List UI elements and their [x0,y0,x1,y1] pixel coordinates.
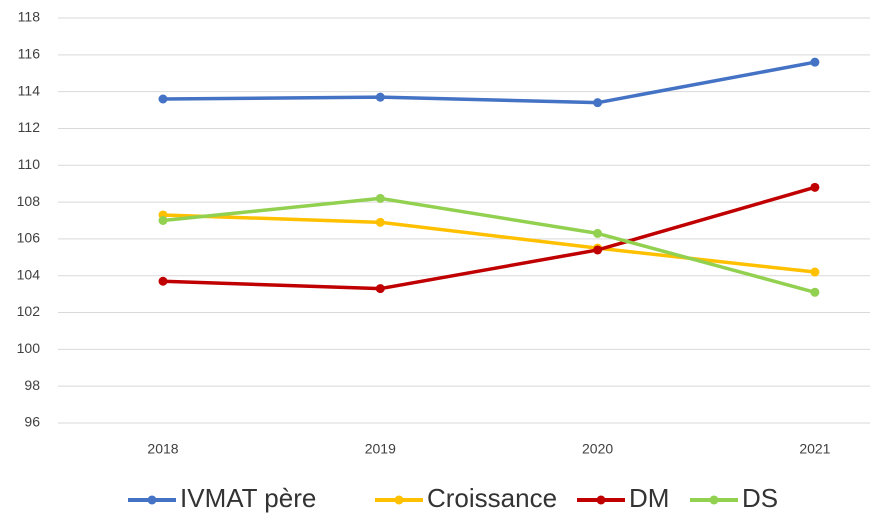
y-tick-label: 116 [18,46,41,62]
point [810,57,820,67]
legend-marker [709,495,719,505]
point [375,217,385,227]
series-line [162,213,816,274]
series-line [162,196,816,294]
series-line [162,60,816,105]
point [593,98,603,108]
point [158,216,168,225]
y-tick-label: 110 [18,156,41,172]
y-tick-label: 98 [24,377,40,393]
legend-marker [394,495,404,505]
y-tick-label: 96 [24,414,40,430]
x-tick-label: 2020 [582,441,613,457]
series-line [162,185,816,291]
point [158,94,168,104]
x-tick-label: 2019 [365,441,396,457]
legend-marker [147,495,157,505]
y-tick-label: 104 [17,266,41,282]
x-tick-label: 2021 [799,441,830,457]
legend-label: DS [742,483,778,513]
point [375,284,385,294]
point [158,276,168,286]
legend-label: Croissance [427,483,557,513]
y-tick-label: 114 [18,82,41,98]
y-tick-label: 102 [17,303,41,319]
y-tick-label: 118 [18,9,41,25]
point [593,245,603,255]
point [810,267,820,277]
y-tick-label: 100 [17,340,41,356]
point [810,287,820,297]
legend-marker [596,495,606,505]
point [375,92,385,102]
y-tick-label: 108 [17,193,41,209]
y-tick-label: 106 [17,230,41,246]
y-tick-label: 112 [18,119,41,135]
x-tick-label: 2018 [147,441,178,457]
legend-label: DM [629,483,669,513]
point [375,193,385,203]
point [810,182,820,192]
point [593,228,603,238]
legend-label: IVMAT père [180,483,316,513]
